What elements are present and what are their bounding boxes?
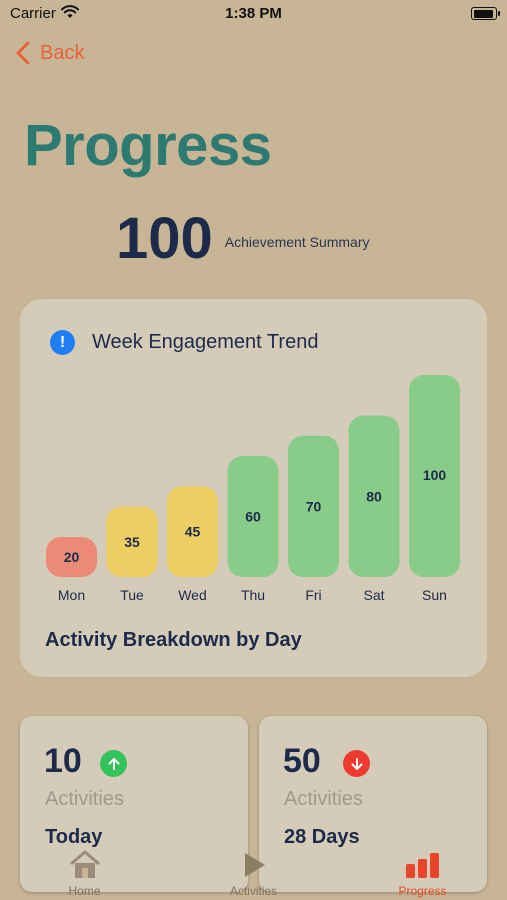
stat-period: 28 Days	[284, 826, 360, 848]
back-label: Back	[40, 41, 85, 64]
bar-wed	[167, 486, 218, 577]
bar-mon	[46, 537, 97, 577]
stat-unit: Activities	[45, 788, 124, 810]
engagement-card: ! Week Engagement Trend 20 Mon 35 Tue 45 Wed 6…	[20, 299, 487, 677]
carrier-label: Carrier	[10, 5, 56, 22]
play-icon	[169, 850, 338, 880]
status-time: 1:38 PM	[225, 5, 282, 22]
bar-chart-icon	[338, 850, 507, 880]
stat-value: 10	[44, 742, 82, 780]
stat-period: Today	[45, 826, 103, 848]
engagement-bar-chart: 20 Mon 35 Tue 45 Wed 60 Thu 70 Fri 80 Sat 100 Sun	[46, 375, 460, 603]
tab-activities-label: Activities	[229, 884, 278, 898]
bar-value-label: 60	[245, 509, 261, 525]
achievement-summary: 100 Achievement Summary	[116, 210, 370, 268]
stat-tile-28-days[interactable]: 50 Activities 28 Days	[259, 716, 487, 892]
wifi-icon	[61, 5, 79, 24]
bar-value-label: 35	[124, 534, 140, 550]
x-tick-label: Tue	[120, 587, 144, 603]
card-header: ! Week Engagement Trend	[50, 330, 318, 355]
status-bar: Carrier 1:38 PM	[0, 0, 507, 30]
info-icon[interactable]: !	[50, 330, 75, 355]
chevron-left-icon	[16, 41, 30, 65]
back-button[interactable]: Back	[16, 38, 84, 68]
summary-label: Achievement Summary	[224, 234, 370, 250]
page-title: Progress	[24, 113, 272, 178]
house-icon	[0, 850, 169, 880]
tab-home[interactable]: Home	[0, 848, 169, 900]
tab-activities[interactable]: Activities	[169, 848, 338, 900]
bar-value-label: 80	[366, 488, 382, 504]
tab-bar: Home Activities Progress	[0, 848, 507, 900]
bar-thu	[227, 456, 279, 577]
x-tick-label: Mon	[58, 587, 85, 603]
tab-progress[interactable]: Progress	[338, 848, 507, 900]
stat-tile-today[interactable]: 10 Activities Today	[20, 716, 248, 892]
summary-value: 100	[116, 206, 213, 271]
x-tick-label: Thu	[241, 587, 265, 603]
tab-home-label: Home	[68, 884, 101, 898]
x-tick-label: Sat	[363, 587, 384, 603]
card-footer: Activity Breakdown by Day	[45, 629, 302, 651]
stat-value: 50	[283, 742, 321, 780]
x-tick-label: Wed	[178, 587, 207, 603]
bar-sun	[409, 375, 460, 577]
stat-unit: Activities	[284, 788, 363, 810]
x-tick-label: Sun	[422, 587, 447, 603]
bar-sat	[348, 415, 400, 577]
bar-tue	[106, 506, 158, 577]
card-title: Week Engagement Trend	[92, 331, 319, 353]
arrow-up-icon	[100, 750, 127, 777]
bar-value-label: 20	[64, 549, 80, 565]
bar-value-label: 70	[306, 498, 322, 514]
x-tick-label: Fri	[305, 587, 321, 603]
battery-icon	[471, 7, 500, 20]
arrow-down-icon	[343, 750, 370, 777]
bar-value-label: 45	[185, 524, 201, 540]
tab-progress-label: Progress	[398, 884, 447, 898]
bar-value-label: 100	[423, 467, 447, 483]
bar-fri	[288, 435, 339, 577]
